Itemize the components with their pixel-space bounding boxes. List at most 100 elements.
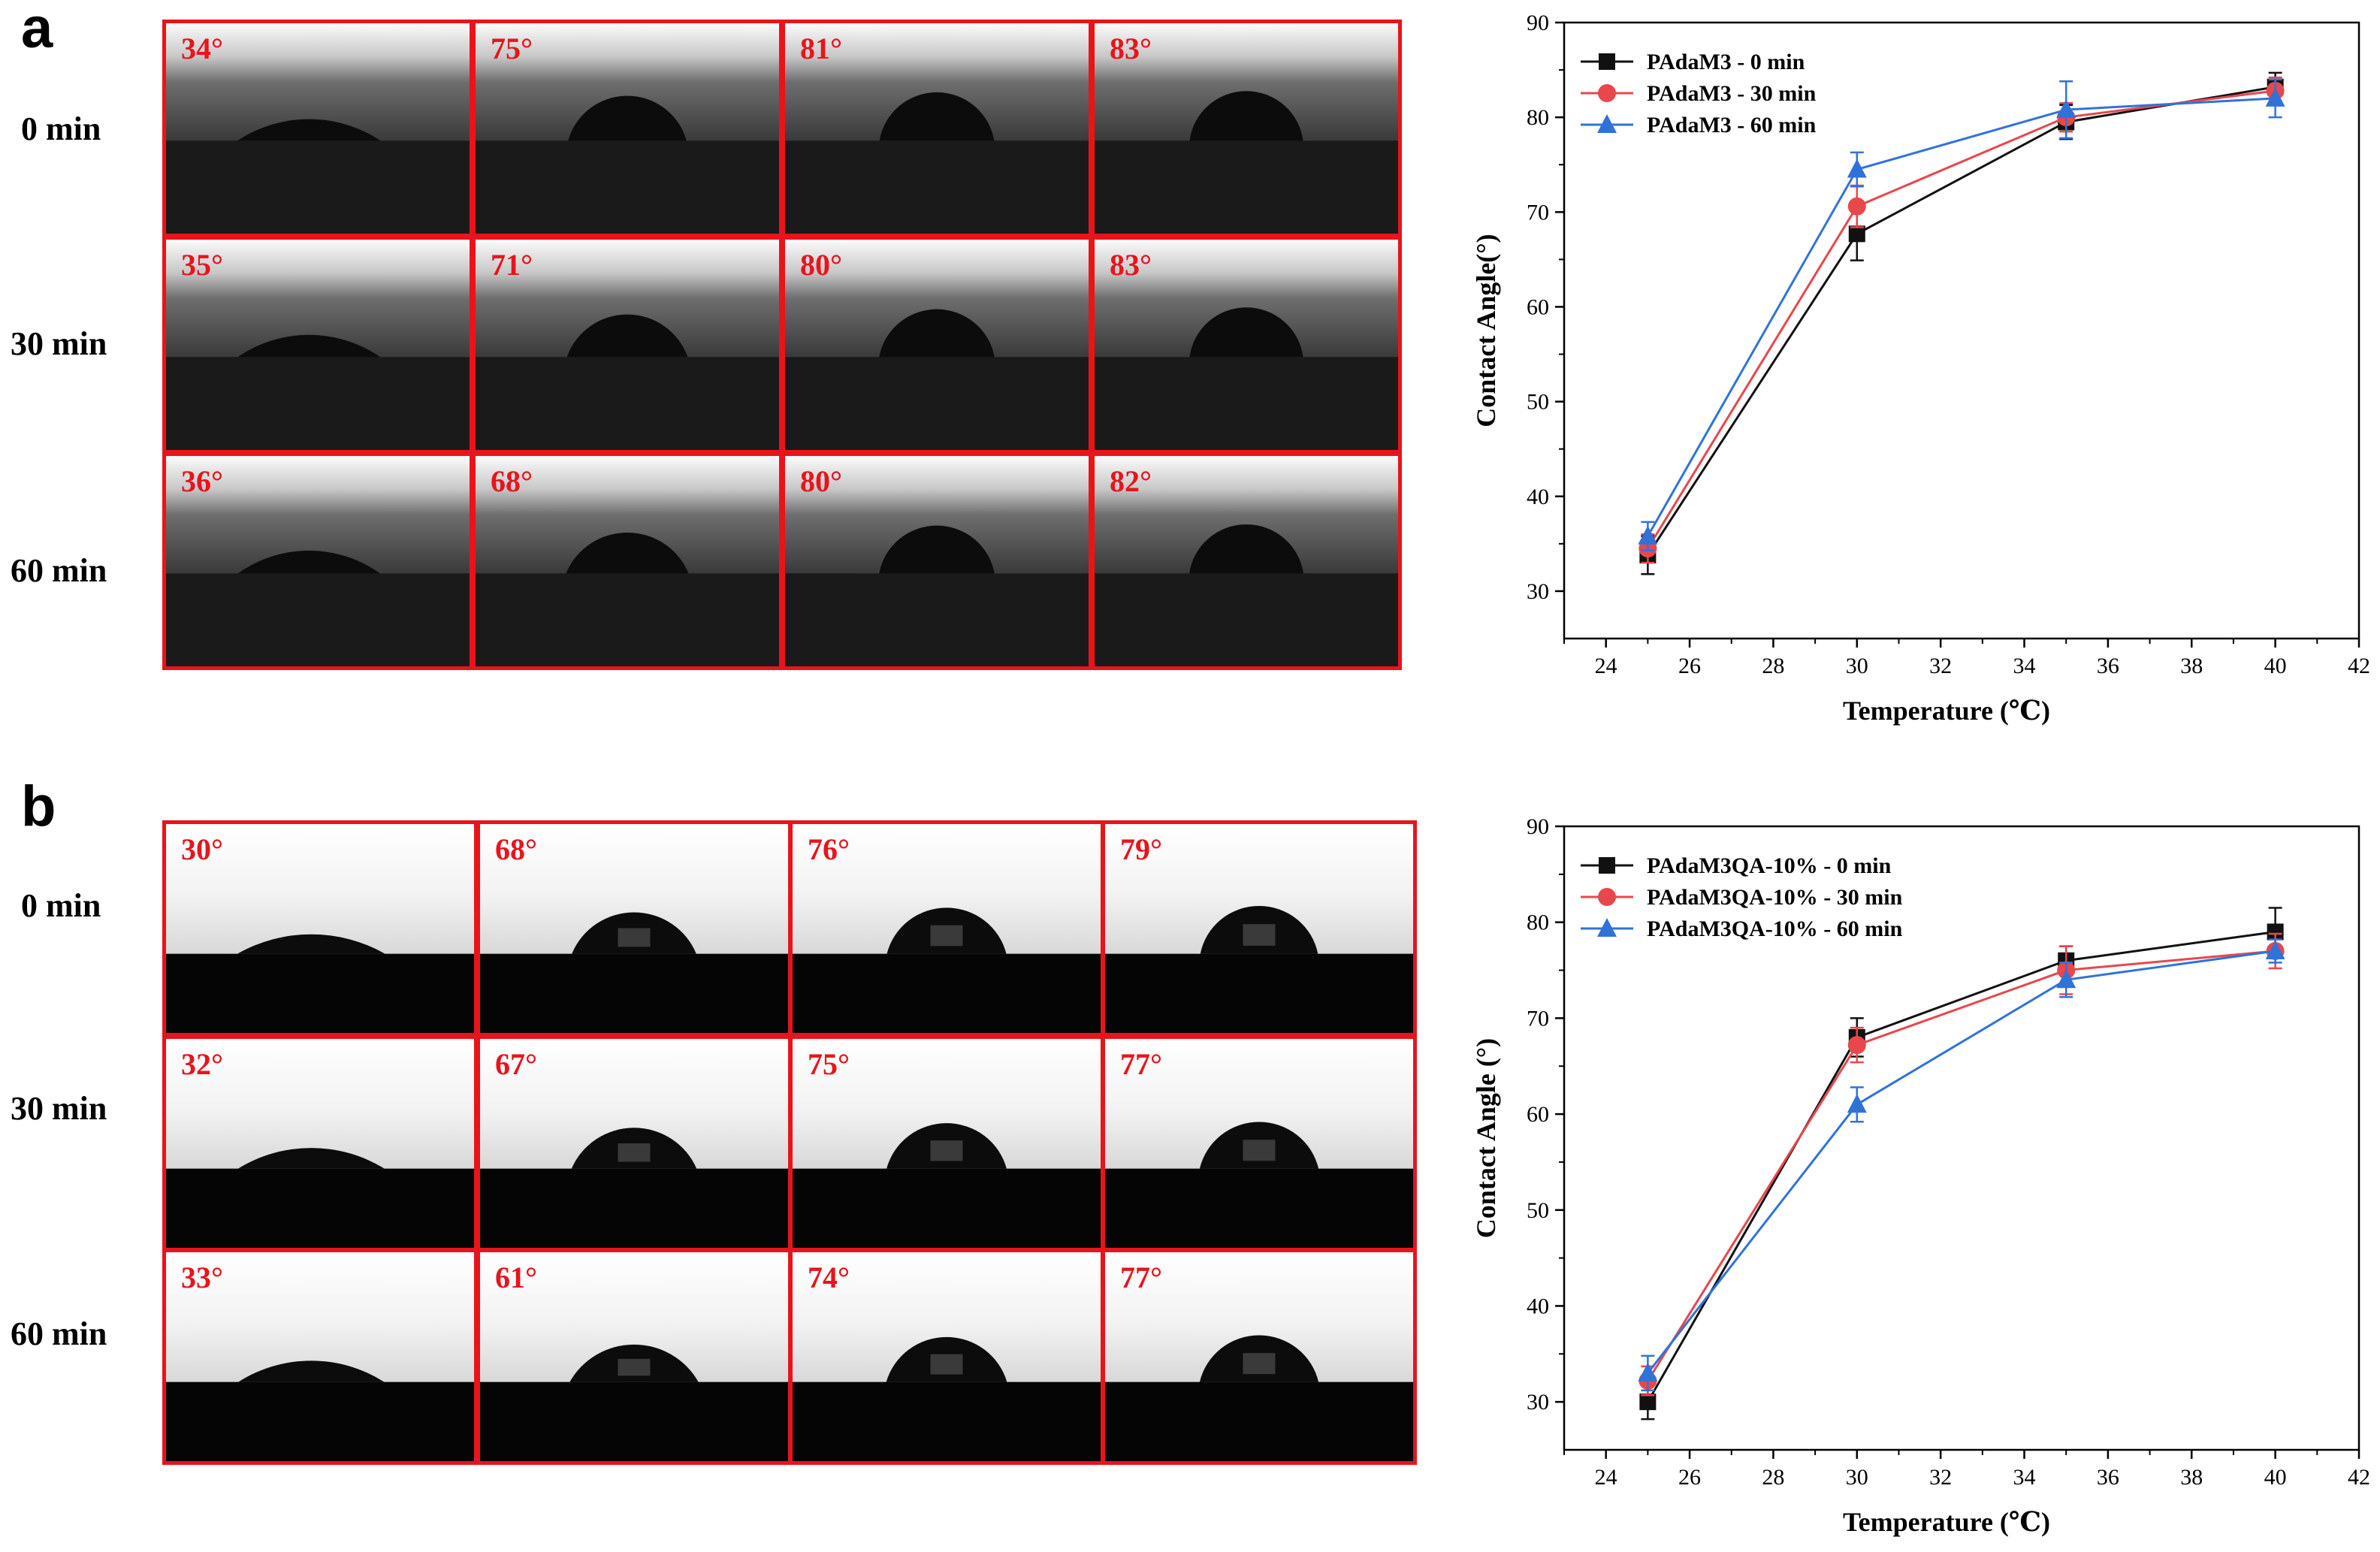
circle-marker bbox=[1847, 197, 1866, 216]
panel-b-label: b bbox=[21, 774, 56, 838]
x-axis-label: Temperature (℃) bbox=[1843, 1507, 2050, 1537]
legend-entry: PAdaM3 - 60 min bbox=[1581, 113, 1817, 137]
contact-angle-label: 34° bbox=[181, 32, 223, 65]
legend-entry: PAdaM3 - 30 min bbox=[1581, 81, 1817, 106]
x-tick-label: 30 bbox=[1846, 654, 1868, 678]
x-tick-label: 42 bbox=[2348, 1465, 2370, 1490]
x-tick-label: 38 bbox=[2180, 1465, 2203, 1490]
droplet-image: 77° bbox=[1101, 1249, 1417, 1465]
contact-angle-chart-a: 24 26 28 30 32 34 36 38 40 42 30 40 50 60 70 80 90 Temper… bbox=[1472, 11, 2370, 726]
droplet-image: 36° bbox=[162, 452, 473, 670]
x-tick-label: 38 bbox=[2180, 654, 2203, 678]
square-marker bbox=[2267, 923, 2284, 941]
series-1 bbox=[1639, 932, 2285, 1396]
droplet-image: 83° bbox=[1091, 20, 1402, 237]
droplet-image: 82° bbox=[1091, 452, 1402, 670]
series-2 bbox=[1638, 78, 2285, 551]
y-tick-label: 40 bbox=[1527, 1294, 1549, 1318]
droplet-image: 30° bbox=[162, 820, 478, 1037]
droplet-image: 80° bbox=[781, 236, 1092, 454]
x-tick-label: 32 bbox=[1929, 1465, 1952, 1490]
contact-angle-label: 36° bbox=[181, 464, 223, 498]
y-tick-label: 90 bbox=[1527, 814, 1549, 839]
series-line bbox=[1647, 86, 2276, 556]
legend-label: PAdaM3QA-10% - 30 min bbox=[1647, 885, 1903, 910]
circle-marker bbox=[1598, 84, 1616, 102]
water-droplet bbox=[879, 525, 995, 574]
y-axis-label: Contact Angle (°) bbox=[1472, 1038, 1501, 1238]
contact-angle-label: 71° bbox=[491, 248, 533, 282]
row-label-b-2: 60 min bbox=[11, 1315, 107, 1352]
legend-label: PAdaM3 - 30 min bbox=[1647, 81, 1817, 106]
series-line bbox=[1647, 950, 2276, 1381]
y-tick-label: 90 bbox=[1527, 11, 1549, 35]
x-tick-label: 40 bbox=[2264, 1465, 2287, 1490]
water-droplet bbox=[237, 934, 385, 954]
series-line bbox=[1647, 97, 2276, 537]
circle-marker bbox=[1847, 1036, 1866, 1055]
droplet-image: 74° bbox=[789, 1249, 1104, 1465]
droplet-image: 75° bbox=[472, 20, 783, 237]
droplet-image: 71° bbox=[472, 236, 783, 454]
contact-angle-label: 74° bbox=[808, 1261, 850, 1294]
row-label-b-1: 30 min bbox=[11, 1090, 107, 1127]
x-tick-label: 28 bbox=[1762, 654, 1784, 678]
contact-angle-label: 61° bbox=[495, 1261, 537, 1294]
contact-angle-label: 81° bbox=[800, 32, 842, 65]
water-droplet bbox=[238, 1360, 385, 1382]
x-tick-label: 24 bbox=[1595, 654, 1617, 678]
x-axis-label: Temperature (℃) bbox=[1843, 696, 2050, 726]
y-tick-label: 60 bbox=[1527, 294, 1549, 319]
x-tick-label: 34 bbox=[2013, 654, 2036, 678]
triangle-marker bbox=[1638, 1362, 1658, 1381]
water-droplet bbox=[1189, 524, 1303, 574]
legend-entry: PAdaM3 - 0 min bbox=[1581, 50, 1805, 74]
contact-angle-label: 32° bbox=[181, 1047, 223, 1081]
droplet-image: 67° bbox=[476, 1035, 792, 1252]
y-tick-label: 60 bbox=[1527, 1102, 1549, 1127]
legend-label: PAdaM3 - 60 min bbox=[1647, 113, 1817, 137]
water-droplet bbox=[566, 532, 689, 574]
contact-angle-label: 75° bbox=[491, 32, 533, 65]
series-1 bbox=[1639, 76, 2285, 564]
water-droplet bbox=[237, 119, 381, 141]
contact-angle-label: 67° bbox=[495, 1047, 537, 1081]
droplet-image: 34° bbox=[162, 20, 473, 237]
droplet-image: 83° bbox=[1091, 236, 1402, 454]
contact-angle-label: 83° bbox=[1110, 32, 1152, 65]
panel-a-label: a bbox=[21, 0, 53, 60]
droplet-image: 79° bbox=[1101, 820, 1417, 1037]
row-label-a-0: 0 min bbox=[21, 110, 101, 147]
triangle-marker bbox=[1597, 918, 1617, 937]
droplet-image: 80° bbox=[781, 452, 1092, 670]
x-tick-label: 24 bbox=[1595, 1465, 1617, 1490]
contact-angle-label: 76° bbox=[808, 832, 850, 866]
water-droplet bbox=[568, 95, 687, 141]
water-droplet bbox=[237, 1148, 385, 1169]
contact-angle-label: 83° bbox=[1110, 248, 1152, 282]
square-marker bbox=[1599, 857, 1615, 874]
water-droplet bbox=[237, 551, 380, 574]
x-tick-label: 28 bbox=[1762, 1465, 1784, 1490]
square-marker bbox=[1639, 1393, 1657, 1411]
droplet-image: 77° bbox=[1101, 1035, 1417, 1252]
droplet-image: 81° bbox=[781, 20, 1092, 237]
contact-angle-label: 30° bbox=[181, 832, 223, 866]
series-2 bbox=[1638, 938, 2285, 1392]
droplet-image: 35° bbox=[162, 236, 473, 454]
legend-entry: PAdaM3QA-10% - 0 min bbox=[1581, 853, 1892, 878]
series-0 bbox=[1639, 907, 2284, 1421]
water-droplet bbox=[1189, 91, 1303, 141]
triangle-marker bbox=[2265, 941, 2285, 959]
contact-angle-label: 79° bbox=[1120, 832, 1162, 866]
contact-angle-label: 82° bbox=[1110, 464, 1152, 498]
triangle-marker bbox=[1847, 159, 1867, 178]
square-marker bbox=[1599, 53, 1615, 70]
series-line bbox=[1647, 930, 2276, 1403]
y-axis-label: Contact Angle(°) bbox=[1472, 234, 1501, 427]
series-line bbox=[1647, 89, 2276, 549]
contact-angle-label: 33° bbox=[181, 1261, 223, 1294]
legend-entry: PAdaM3QA-10% - 60 min bbox=[1581, 916, 1903, 941]
y-tick-label: 30 bbox=[1527, 579, 1549, 604]
droplet-image: 75° bbox=[789, 1035, 1104, 1252]
